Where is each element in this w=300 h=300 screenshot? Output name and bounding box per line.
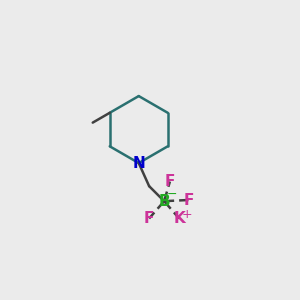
Text: N: N <box>132 155 145 170</box>
Text: +: + <box>181 208 192 221</box>
Text: F: F <box>144 211 154 226</box>
Text: −: − <box>166 188 177 201</box>
Text: F: F <box>165 174 175 189</box>
Text: B: B <box>158 194 170 209</box>
Text: F: F <box>183 193 194 208</box>
Text: K: K <box>173 211 185 226</box>
